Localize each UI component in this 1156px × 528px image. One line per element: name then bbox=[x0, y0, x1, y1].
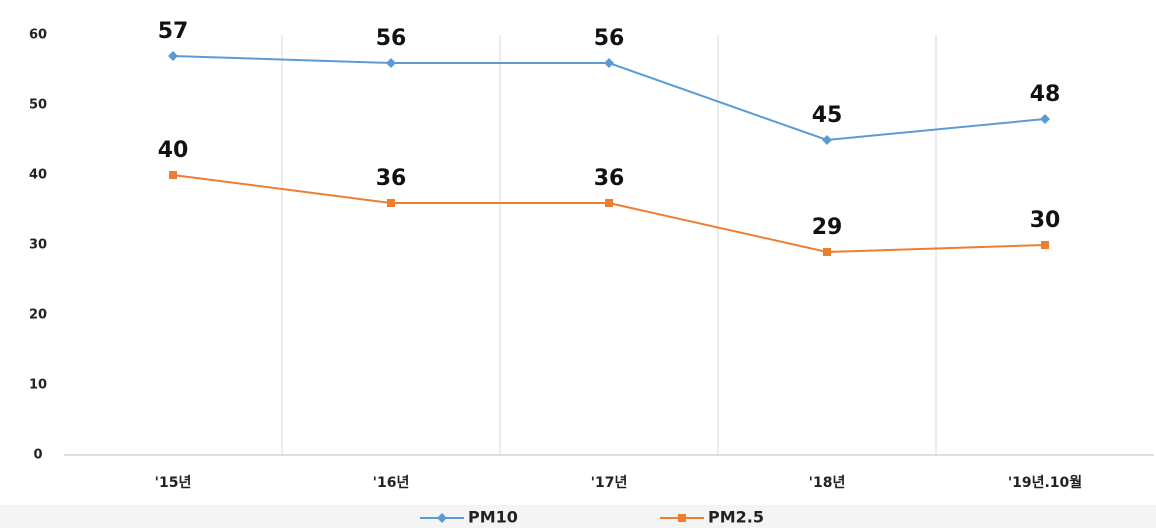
marker bbox=[386, 58, 396, 68]
y-tick-label: 0 bbox=[33, 448, 42, 463]
legend-band bbox=[0, 505, 1156, 528]
marker bbox=[387, 199, 395, 207]
x-tick-label: '16년 bbox=[373, 475, 410, 491]
value-label: 57 bbox=[158, 19, 189, 44]
value-label: 36 bbox=[594, 166, 625, 191]
marker bbox=[168, 51, 178, 61]
y-tick-label: 20 bbox=[29, 308, 47, 323]
y-tick-label: 50 bbox=[29, 98, 47, 113]
legend-label: PM2.5 bbox=[708, 508, 764, 527]
y-tick-label: 40 bbox=[29, 168, 47, 183]
x-tick-label: '18년 bbox=[809, 475, 846, 491]
legend-label: PM10 bbox=[468, 508, 518, 527]
x-tick-label: '15년 bbox=[155, 475, 192, 491]
value-label: 45 bbox=[812, 103, 843, 128]
value-label: 36 bbox=[376, 166, 407, 191]
value-label: 56 bbox=[594, 26, 625, 51]
marker bbox=[605, 199, 613, 207]
y-tick-label: 10 bbox=[29, 378, 47, 393]
value-label: 48 bbox=[1030, 82, 1061, 107]
y-tick-label: 30 bbox=[29, 238, 47, 253]
marker bbox=[437, 513, 447, 523]
value-label: 40 bbox=[158, 138, 189, 163]
y-tick-label: 60 bbox=[29, 28, 47, 43]
marker bbox=[604, 58, 614, 68]
value-label: 29 bbox=[812, 215, 843, 240]
value-label: 30 bbox=[1030, 208, 1061, 233]
marker bbox=[822, 135, 832, 145]
marker bbox=[1040, 114, 1050, 124]
marker bbox=[1041, 241, 1049, 249]
value-label: 56 bbox=[376, 26, 407, 51]
x-tick-label: '19년.10월 bbox=[1008, 474, 1082, 491]
marker bbox=[823, 248, 831, 256]
marker bbox=[169, 171, 177, 179]
marker bbox=[678, 514, 686, 522]
x-tick-label: '17년 bbox=[591, 475, 628, 491]
